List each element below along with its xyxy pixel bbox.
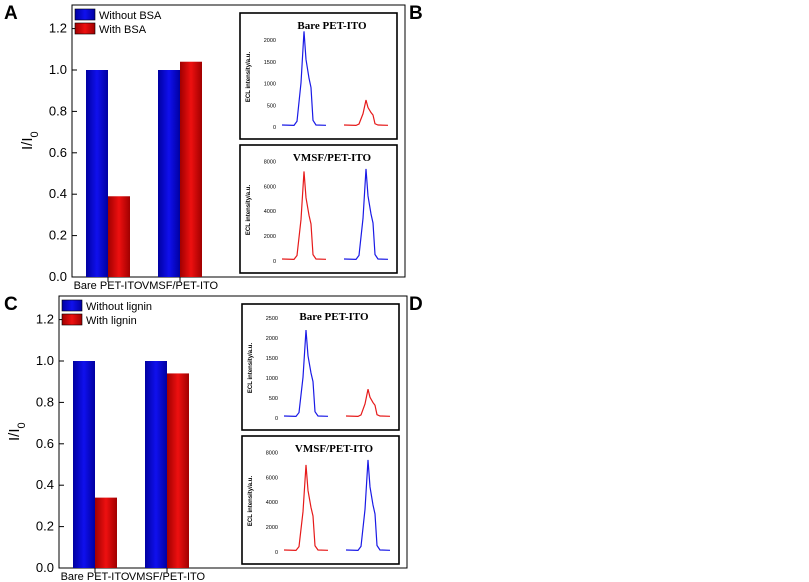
y-tick-label: 0.4 (49, 186, 67, 201)
inset-frame (239, 12, 398, 140)
trace-with (283, 464, 329, 552)
y-tick-label: 1.0 (49, 62, 67, 77)
inset-y-label: ECL intensity/a.u. (246, 185, 252, 236)
y-axis-label-main: I/I (6, 428, 23, 441)
trace-with (281, 171, 327, 261)
main-plot-frame (71, 4, 406, 278)
inset-y-tick-label: 6000 (266, 475, 278, 481)
y-tick-label: 1.0 (36, 353, 54, 368)
y-tick-label: 0.6 (49, 145, 67, 160)
inset-y-tick-label: 2000 (266, 336, 278, 342)
panel-letter: D (409, 294, 423, 315)
trace-with (343, 99, 389, 127)
y-tick-label: 0.4 (36, 477, 54, 492)
inset-y-tick-label: 8000 (266, 450, 278, 456)
trace-without (281, 31, 327, 127)
inset-title: VMSF/PET-ITO (293, 152, 372, 164)
inset-y-tick-label: 500 (269, 396, 278, 402)
y-tick-label: 0.2 (36, 519, 54, 534)
y-tick-label: 0.8 (36, 394, 54, 409)
inset-y-tick-label: 8000 (264, 159, 276, 165)
y-axis-label: I/I0 (6, 422, 28, 441)
legend-swatch-with (61, 313, 83, 326)
inset-title: VMSF/PET-ITO (295, 443, 374, 455)
y-axis-label-subscript: 0 (16, 422, 28, 428)
bar-with-1 (167, 373, 189, 568)
inset-y-tick-label: 500 (267, 103, 276, 109)
y-tick-label: 1.2 (49, 21, 67, 36)
x-category-label: Bare PET-ITO (74, 280, 143, 292)
y-axis-label-subscript: 0 (29, 131, 41, 137)
panel-letter: C (4, 294, 18, 315)
trace-without (283, 329, 329, 418)
inset-y-tick-label: 6000 (264, 184, 276, 190)
inset-y-label: ECL intensity/a.u. (248, 343, 254, 394)
y-tick-label: 0.8 (49, 103, 67, 118)
inset-y-tick-label: 2500 (266, 316, 278, 322)
inset-y-tick-label: 1500 (264, 60, 276, 66)
inset-0: Bare PET-ITO ECL intensity/a.u. 0 500 1000 15… (241, 303, 400, 431)
inset-y-tick-label: 0 (275, 416, 278, 422)
y-axis-label-main: I/I (19, 137, 36, 150)
inset-frame (241, 303, 400, 431)
x-category-label: VMSF/PET-ITO (142, 280, 219, 292)
inset-title: Bare PET-ITO (297, 20, 367, 32)
y-axis-label: I/I0 (19, 131, 41, 150)
inset-title: Bare PET-ITO (299, 311, 369, 323)
inset-y-tick-label: 2000 (264, 234, 276, 240)
inset-y-tick-label: 1500 (266, 356, 278, 362)
legend-label-with: With BSA (99, 24, 147, 36)
inset-frame (241, 435, 400, 565)
inset-y-label: ECL intensity/a.u. (248, 476, 254, 527)
y-tick-label: 0.6 (36, 436, 54, 451)
inset-y-tick-label: 1000 (264, 82, 276, 88)
bar-with-0 (95, 497, 117, 568)
legend-swatch-with (74, 22, 96, 35)
y-tick-label: 0.0 (36, 560, 54, 575)
trace-with (345, 389, 391, 418)
bar-without-1 (145, 361, 167, 568)
y-tick-label: 0.0 (49, 269, 67, 284)
legend-swatch-without (61, 299, 83, 312)
x-category-label: VMSF/PET-ITO (129, 571, 206, 582)
legend-label-with: With lignin (86, 315, 137, 327)
bar-without-1 (158, 70, 180, 277)
inset-y-tick-label: 2000 (264, 38, 276, 44)
inset-y-tick-label: 0 (275, 550, 278, 556)
y-tick-label: 1.2 (36, 312, 54, 327)
y-tick-label: 0.2 (49, 228, 67, 243)
inset-1: VMSF/PET-ITO ECL intensity/a.u. 0 2000 4000 6… (239, 144, 398, 274)
legend-label-without: Without BSA (99, 10, 162, 22)
panel-letter: A (4, 3, 18, 24)
inset-y-tick-label: 0 (273, 125, 276, 131)
trace-without (345, 459, 391, 552)
inset-y-tick-label: 0 (273, 259, 276, 265)
inset-frame (239, 144, 398, 274)
bar-with-0 (108, 196, 130, 277)
inset-y-tick-label: 4000 (264, 209, 276, 215)
legend-swatch-without (74, 8, 96, 21)
inset-0: Bare PET-ITO ECL intensity/a.u. 0 500 1000 15… (239, 12, 398, 140)
bar-without-0 (86, 70, 108, 277)
inset-y-label: ECL intensity/a.u. (246, 52, 252, 103)
bar-with-1 (180, 61, 202, 277)
legend-label-without: Without lignin (86, 301, 152, 313)
bar-without-0 (73, 361, 95, 568)
inset-1: VMSF/PET-ITO ECL intensity/a.u. 0 2000 4000 6… (241, 435, 400, 565)
main-plot-frame (58, 295, 408, 569)
panel-letter: B (409, 3, 423, 24)
inset-y-tick-label: 2000 (266, 525, 278, 531)
x-category-label: Bare PET-ITO (61, 571, 130, 582)
inset-y-tick-label: 1000 (266, 376, 278, 382)
inset-y-tick-label: 4000 (266, 500, 278, 506)
trace-without (343, 168, 389, 261)
